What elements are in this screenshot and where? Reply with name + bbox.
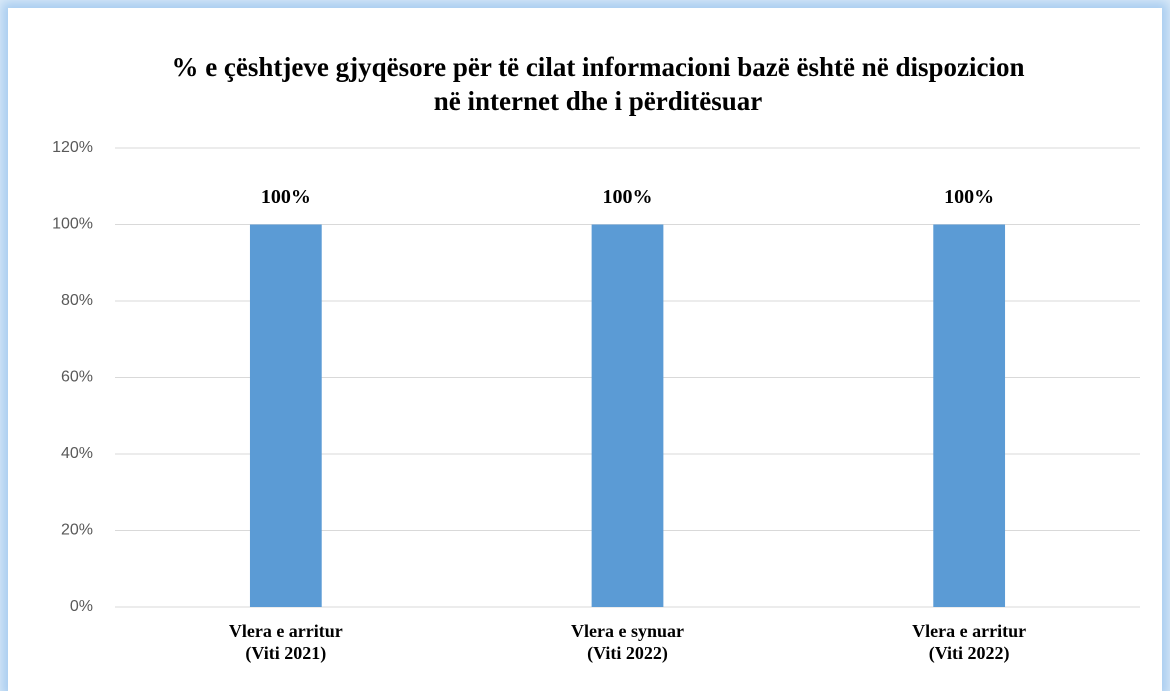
y-tick-label: 120% [52, 139, 93, 156]
bar [933, 224, 1006, 607]
value-label: 100% [261, 186, 311, 208]
y-tick-label: 20% [61, 522, 93, 539]
x-tick-label: Vlera e arritur (Viti 2022) [912, 621, 1027, 663]
bar [591, 224, 664, 607]
y-tick-label: 80% [61, 292, 93, 309]
chart: 0% 20% 40% 60% 80% 100% 120% 100% 100% 100% [52, 139, 1140, 615]
y-tick-label: 60% [61, 369, 93, 386]
value-label: 100% [944, 186, 994, 208]
chart-frame: 0% 20% 40% 60% 80% 100% 120% 100% 100% 100% % e ç… [8, 8, 1162, 691]
y-tick-label: 40% [61, 445, 93, 462]
y-tick-label: 0% [70, 598, 93, 615]
value-label: 100% [603, 186, 653, 208]
y-tick-label: 100% [52, 216, 93, 233]
x-tick-label: Vlera e arritur (Viti 2021) [228, 621, 343, 663]
bar [249, 224, 322, 607]
chart-title: % e çështjeve gjyqësore për të cilat inf… [171, 52, 1025, 116]
x-tick-label: Vlera e synuar (Viti 2022) [571, 621, 684, 663]
